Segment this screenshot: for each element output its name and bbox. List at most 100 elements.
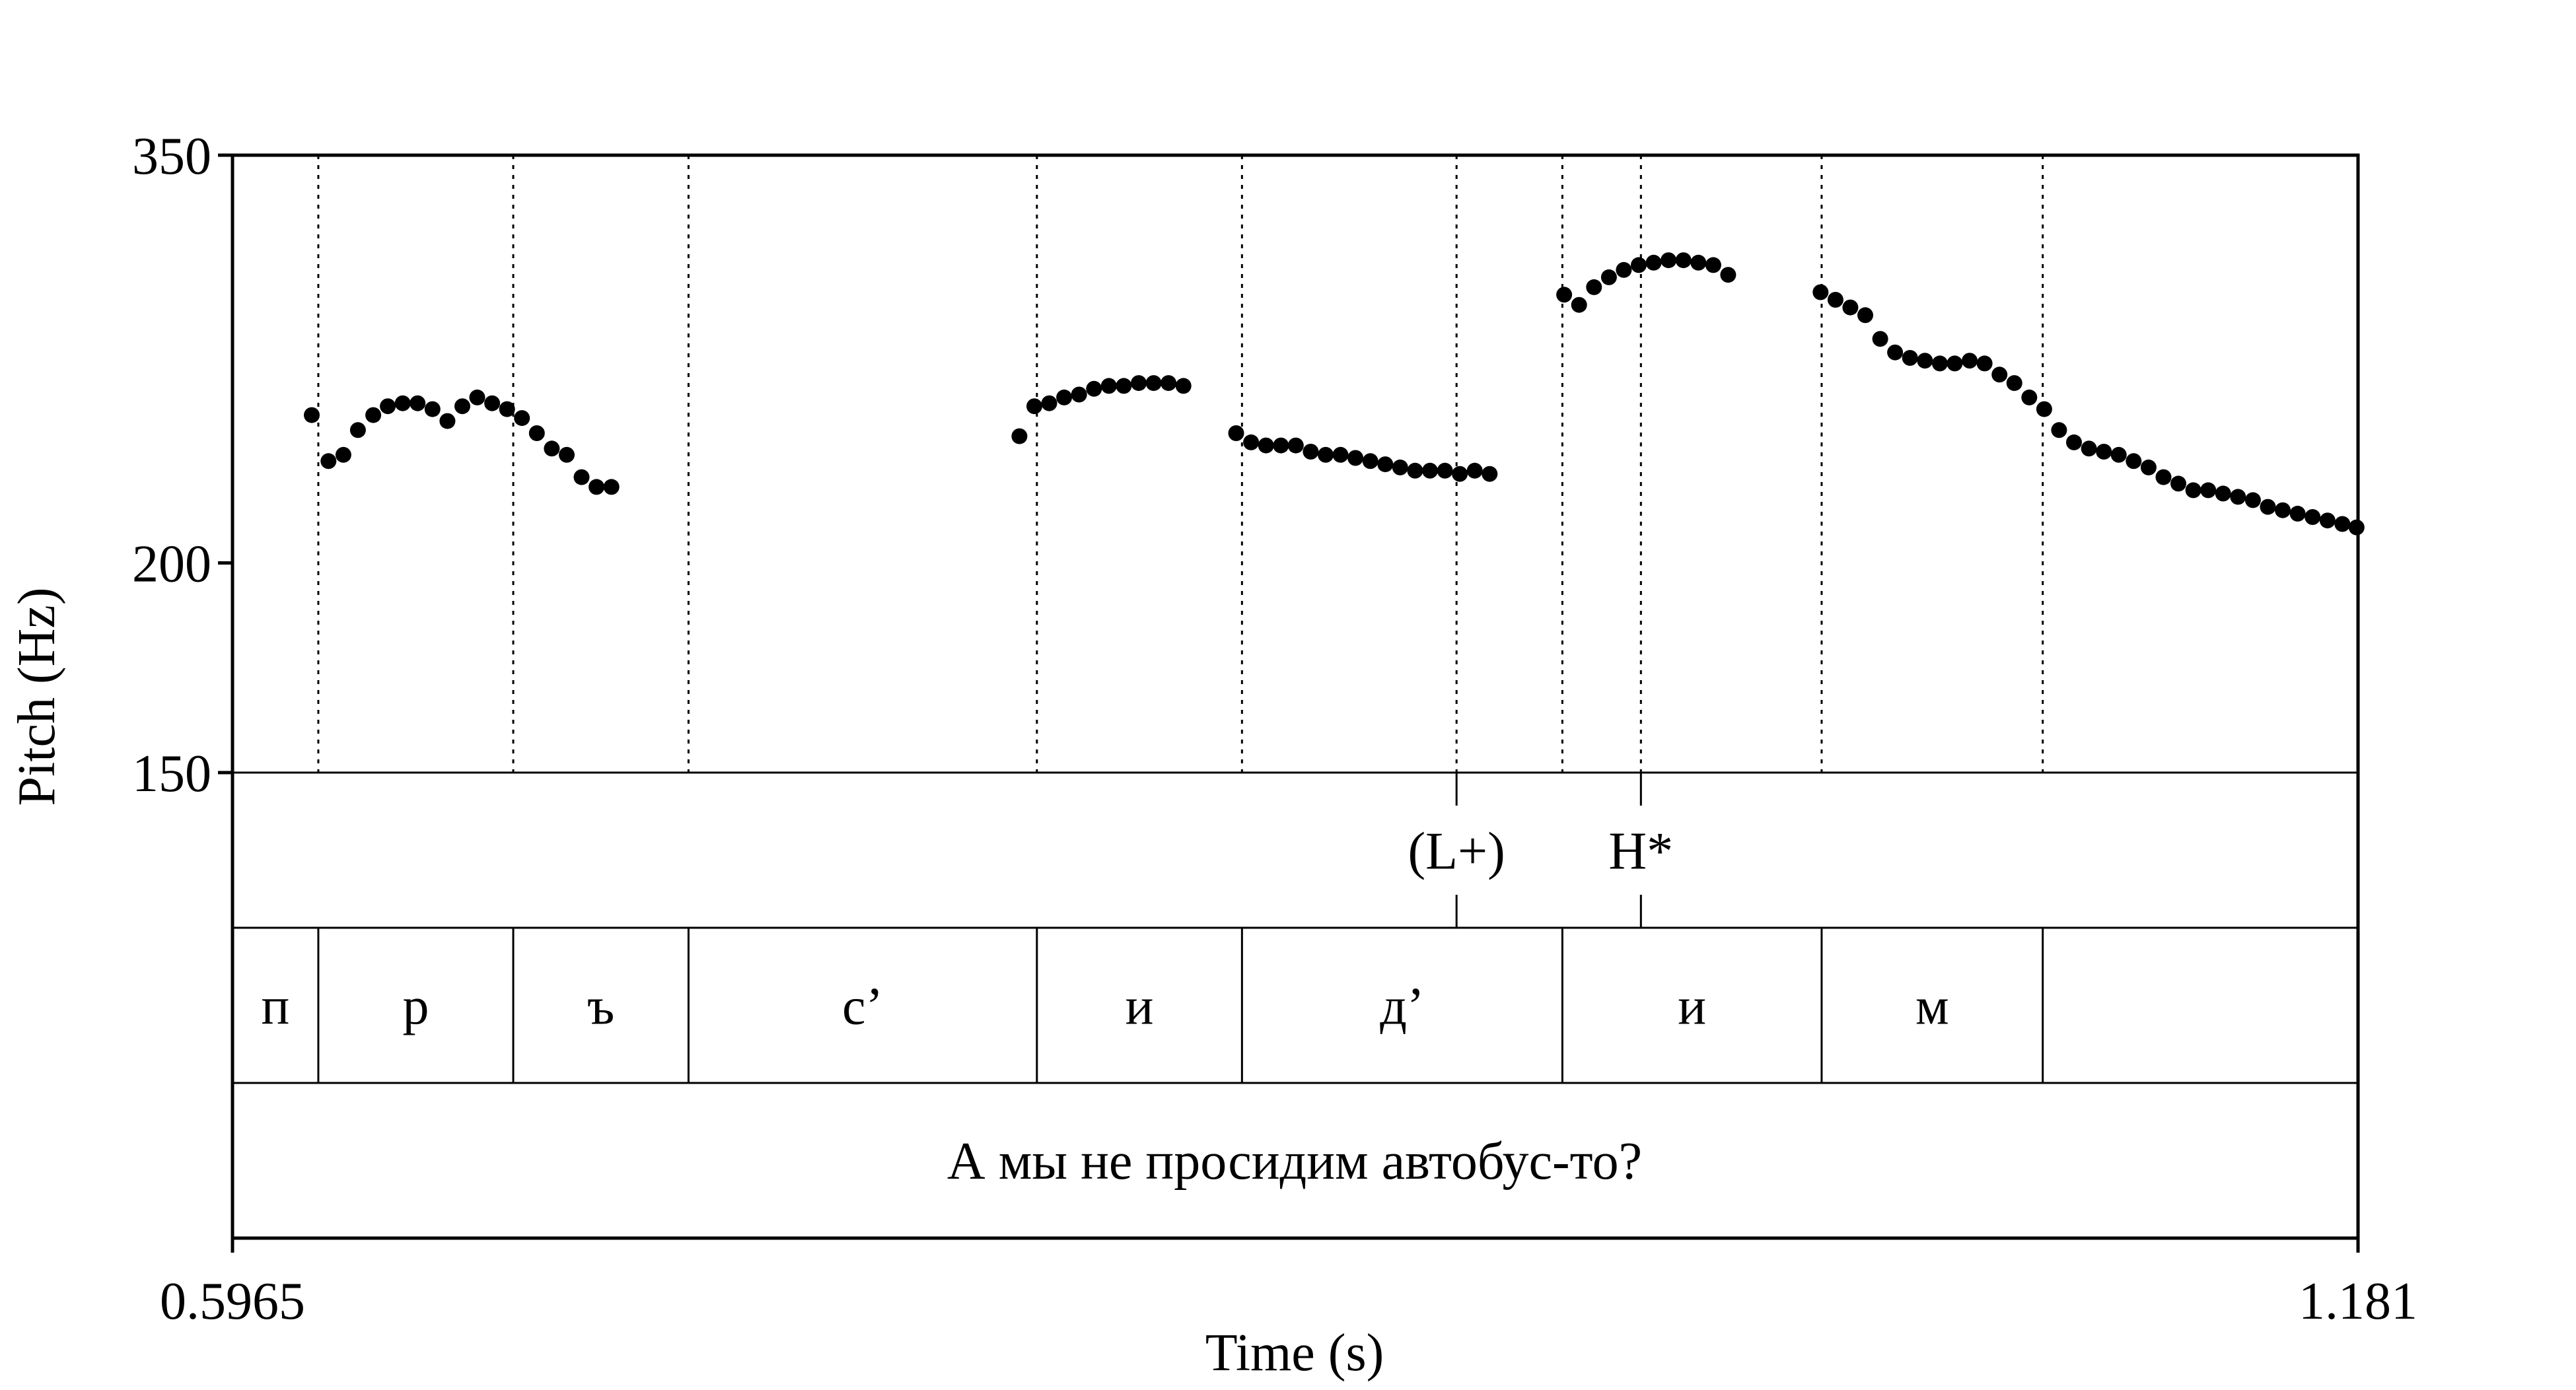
pitch-point [1258, 437, 1274, 454]
pitch-point [1318, 446, 1334, 463]
pitch-point [2021, 389, 2038, 405]
segment-label: и [1678, 978, 1706, 1036]
pitch-point [1842, 299, 1859, 316]
pitch-point [2096, 444, 2112, 460]
pitch-point [1556, 287, 1573, 303]
pitch-point [1086, 380, 1102, 397]
pitch-point [1631, 257, 1647, 273]
pitch-point [2051, 422, 2067, 438]
pitch-point [2200, 482, 2217, 499]
pitch-point [484, 395, 501, 411]
pitch-point [1917, 353, 1933, 369]
pitch-point [1100, 378, 1117, 394]
pitch-point [1947, 355, 1963, 372]
pitch-point [2230, 489, 2246, 505]
pitch-point [2036, 401, 2052, 417]
pitch-point [2140, 459, 2157, 475]
pitch-point [1887, 344, 1904, 361]
pitch-point [1437, 462, 1453, 479]
segment-label: р [402, 978, 429, 1036]
pitch-point [1041, 395, 1057, 411]
pitch-point [365, 407, 382, 423]
segment-label: ъ [587, 978, 614, 1036]
x-tick-label: 0.5965 [160, 1272, 305, 1331]
pitch-point [1287, 437, 1304, 454]
pitch-point [469, 389, 485, 405]
pitch-point [2244, 492, 2261, 508]
pitch-point [2126, 453, 2142, 469]
pitch-point [2275, 502, 2291, 518]
pitch-point [424, 401, 441, 417]
pitch-point [2110, 446, 2127, 463]
pitch-point [1962, 353, 1978, 369]
pitch-point [1273, 437, 1289, 454]
pitch-point [1482, 466, 1498, 482]
pitch-point [1976, 355, 1993, 372]
pitch-point [1377, 456, 1394, 473]
pitch-point [2215, 485, 2231, 502]
pitch-point [1586, 279, 1602, 295]
pitch-point [320, 453, 337, 469]
pitch-point [544, 440, 560, 457]
pitch-point [2260, 499, 2276, 515]
pitch-point [1228, 425, 1244, 441]
segment-label: д’ [1380, 978, 1424, 1036]
segment-label: п [262, 978, 290, 1036]
pitch-point [1362, 453, 1378, 469]
pitch-point [1347, 450, 1364, 466]
pitch-point [1392, 459, 1408, 475]
axes: 350 200 150 0.5965 1.181 [132, 127, 2417, 1331]
pitch-point [2155, 469, 2172, 485]
pitch-point [1645, 254, 1662, 271]
pitch-point [1243, 434, 1260, 450]
pitch-point [1145, 375, 1162, 392]
pitch-point [439, 413, 456, 429]
pitch-point [335, 446, 351, 463]
pitch-point [1720, 267, 1736, 283]
segment-label: и [1126, 978, 1154, 1036]
y-axis-label: Pitch (Hz) [8, 587, 66, 806]
segment-label: м [1915, 978, 1949, 1036]
pitch-point [2066, 434, 2082, 450]
annotation-tiers: (L+) H* п р ъ с’ и д’ и м [262, 773, 2044, 1083]
pitch-point [1931, 355, 1948, 372]
pitch-point [410, 395, 426, 411]
segment-label: с’ [842, 978, 883, 1036]
pitch-point [380, 398, 396, 415]
pitch-point [1690, 254, 1707, 271]
pitch-point [2319, 512, 2336, 529]
pitch-point [514, 410, 530, 427]
plot-frame [231, 153, 2360, 1240]
pitch-point [1071, 386, 1087, 403]
pitch-point [1705, 257, 1721, 273]
pitch-point [304, 407, 320, 423]
pitch-point [1407, 462, 1423, 479]
pitch-point [1131, 375, 1147, 392]
pitch-point [2334, 516, 2351, 532]
pitch-point [1332, 446, 1349, 463]
pitch-point [1466, 462, 1483, 479]
pitch-point [454, 398, 470, 415]
boundary-lines [317, 155, 2044, 773]
pitch-point [1422, 462, 1438, 479]
pitch-point [2185, 482, 2201, 499]
pitch-point [1116, 378, 1132, 394]
y-tick-label: 200 [132, 536, 211, 594]
pitch-point [2305, 509, 2321, 525]
pitch-point [1056, 389, 1073, 405]
pitch-point [1661, 252, 1677, 269]
pitch-point [1161, 375, 1177, 392]
pitch-point [1991, 366, 2008, 383]
pitch-point [589, 479, 605, 495]
x-axis-label: Time (s) [1205, 1324, 1384, 1382]
pitch-point [2289, 505, 2306, 522]
pitch-point [1011, 428, 1028, 444]
pitch-point [2081, 440, 2097, 457]
pitch-point [1452, 466, 1468, 482]
pitch-point [2170, 475, 2186, 492]
pitch-point [1872, 331, 1888, 347]
y-tick-label: 350 [132, 127, 211, 186]
pitch-point [1616, 261, 1632, 278]
